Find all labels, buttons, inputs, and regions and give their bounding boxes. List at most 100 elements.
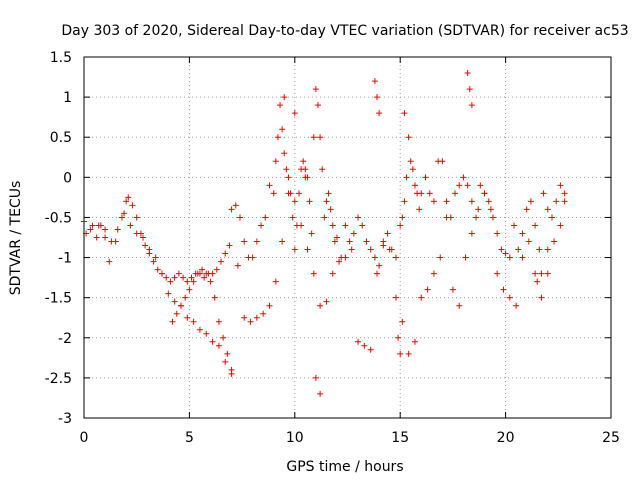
data-point bbox=[500, 286, 507, 293]
data-point bbox=[489, 214, 496, 221]
data-point bbox=[279, 238, 286, 245]
data-point bbox=[430, 198, 437, 205]
x-tick-label: 25 bbox=[602, 430, 620, 446]
data-point bbox=[186, 286, 193, 293]
data-point bbox=[184, 278, 191, 285]
data-point bbox=[536, 246, 543, 253]
data-point bbox=[405, 350, 412, 357]
data-point bbox=[327, 206, 334, 213]
y-axis-label: SDTVAR / TECUs bbox=[8, 181, 24, 296]
data-point bbox=[557, 182, 564, 189]
data-point bbox=[371, 78, 378, 85]
data-point bbox=[118, 214, 125, 221]
data-point bbox=[317, 390, 324, 397]
data-point bbox=[291, 246, 298, 253]
data-point bbox=[468, 102, 475, 109]
data-point bbox=[532, 222, 539, 229]
data-point bbox=[190, 278, 197, 285]
data-point bbox=[190, 318, 197, 325]
x-tick-label: 5 bbox=[185, 430, 194, 446]
data-point bbox=[228, 366, 235, 373]
data-point bbox=[346, 238, 353, 245]
data-point bbox=[175, 270, 182, 277]
x-axis-label: GPS time / hours bbox=[286, 459, 403, 475]
data-point bbox=[525, 238, 532, 245]
data-point bbox=[300, 158, 307, 165]
data-point bbox=[209, 338, 216, 345]
data-point bbox=[544, 246, 551, 253]
data-point bbox=[310, 134, 317, 141]
data-point bbox=[409, 166, 416, 173]
data-point bbox=[289, 214, 296, 221]
data-point bbox=[253, 314, 260, 321]
data-point bbox=[557, 222, 564, 229]
y-tick-label: 0.5 bbox=[50, 130, 72, 146]
data-point bbox=[468, 230, 475, 237]
data-point bbox=[487, 206, 494, 213]
data-point bbox=[392, 254, 399, 261]
x-tick-label: 20 bbox=[497, 430, 515, 446]
data-point bbox=[485, 198, 492, 205]
data-point bbox=[456, 302, 463, 309]
data-point bbox=[384, 230, 391, 237]
data-point bbox=[207, 278, 214, 285]
data-point bbox=[222, 358, 229, 365]
data-point bbox=[102, 234, 109, 241]
data-point bbox=[399, 214, 406, 221]
data-point bbox=[403, 174, 410, 181]
data-point bbox=[376, 262, 383, 269]
data-point bbox=[376, 110, 383, 117]
data-point bbox=[146, 246, 153, 253]
data-point bbox=[142, 242, 149, 249]
data-point bbox=[127, 222, 134, 229]
data-point bbox=[298, 222, 305, 229]
data-point bbox=[272, 158, 279, 165]
data-point bbox=[519, 230, 526, 237]
data-point bbox=[544, 206, 551, 213]
data-point bbox=[511, 222, 518, 229]
data-point bbox=[363, 238, 370, 245]
data-point bbox=[426, 190, 433, 197]
data-point bbox=[342, 254, 349, 261]
data-point bbox=[443, 214, 450, 221]
data-point bbox=[515, 246, 522, 253]
data-point bbox=[416, 206, 423, 213]
data-point bbox=[87, 226, 94, 233]
data-point bbox=[236, 214, 243, 221]
data-point bbox=[302, 174, 309, 181]
data-point bbox=[386, 246, 393, 253]
data-point bbox=[355, 338, 362, 345]
data-point bbox=[449, 286, 456, 293]
x-tick-label: 0 bbox=[80, 430, 89, 446]
data-point bbox=[361, 342, 368, 349]
data-point bbox=[475, 206, 482, 213]
data-point bbox=[523, 206, 530, 213]
data-point bbox=[114, 226, 121, 233]
data-point bbox=[460, 174, 467, 181]
data-point bbox=[224, 350, 231, 357]
data-point bbox=[277, 102, 284, 109]
data-point bbox=[314, 102, 321, 109]
data-point bbox=[241, 238, 248, 245]
data-point bbox=[350, 230, 357, 237]
data-point bbox=[401, 198, 408, 205]
data-point bbox=[534, 278, 541, 285]
data-points bbox=[81, 70, 568, 397]
y-tick-label: -1 bbox=[58, 251, 72, 267]
data-point bbox=[188, 274, 195, 281]
axis-ticks bbox=[83, 56, 612, 419]
data-point bbox=[355, 214, 362, 221]
data-point bbox=[89, 222, 96, 229]
y-tick-label: -1.5 bbox=[45, 291, 72, 307]
data-point bbox=[270, 190, 277, 197]
data-point bbox=[498, 246, 505, 253]
data-point bbox=[544, 270, 551, 277]
x-tick-label: 10 bbox=[286, 430, 304, 446]
data-point bbox=[241, 314, 248, 321]
data-point bbox=[513, 302, 520, 309]
y-tick-labels: -3 -2.5 -2 -1.5 -1 -0.5 0 0.5 1 1.5 bbox=[45, 50, 72, 427]
data-point bbox=[323, 198, 330, 205]
data-point bbox=[152, 254, 159, 261]
